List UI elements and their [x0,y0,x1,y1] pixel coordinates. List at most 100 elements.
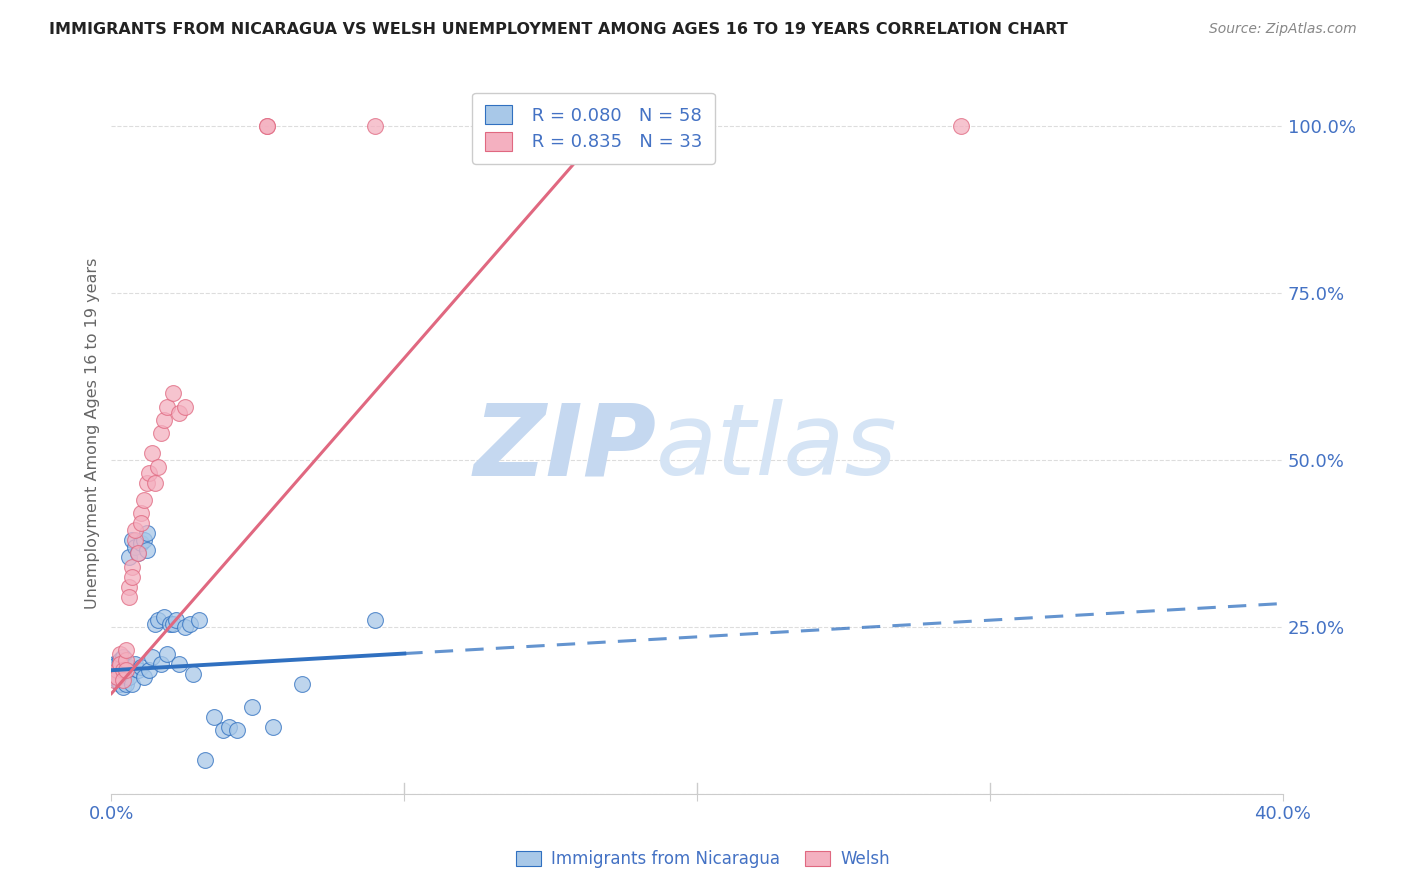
Point [165,613,187,627]
Point [132,533,155,547]
Point [153,413,176,427]
Point [118,590,141,604]
Legend: Immigrants from Nicaragua, Welsh: Immigrants from Nicaragua, Welsh [509,844,897,875]
Point [141,446,163,460]
Point [132,493,155,508]
Point [108,657,131,671]
Point [121,570,143,584]
Point [103,663,125,677]
Point [159,616,181,631]
Point [108,676,131,690]
Point [121,559,143,574]
Point [162,616,184,631]
Point [124,540,146,554]
Point [148,459,170,474]
Point [153,610,176,624]
Point [118,670,141,684]
Point [121,676,143,690]
Point [112,670,135,684]
Point [188,613,211,627]
Point [132,670,155,684]
Point [202,710,225,724]
Point [115,676,138,690]
Point [262,720,284,734]
Point [141,649,163,664]
Point [105,660,128,674]
Point [115,663,138,677]
Point [135,476,157,491]
Point [112,649,135,664]
Point [115,653,138,667]
Point [291,676,314,690]
Point [105,663,128,677]
Point [138,467,160,481]
Point [108,670,131,684]
Point [112,673,135,688]
Point [173,620,195,634]
Point [226,723,249,738]
Point [118,580,141,594]
Point [103,670,125,684]
Point [173,400,195,414]
Point [112,657,135,671]
Point [105,670,128,684]
Text: IMMIGRANTS FROM NICARAGUA VS WELSH UNEMPLOYMENT AMONG AGES 16 TO 19 YEARS CORREL: IMMIGRANTS FROM NICARAGUA VS WELSH UNEMP… [49,22,1069,37]
Point [127,663,149,677]
Point [138,663,160,677]
Point [112,663,135,677]
Point [150,426,173,441]
Point [150,657,173,671]
Point [949,120,972,134]
Point [121,533,143,547]
Point [211,723,233,738]
Point [124,657,146,671]
Point [129,507,152,521]
Point [115,663,138,677]
Point [124,523,146,537]
Point [105,666,128,681]
Point [256,120,278,134]
Point [148,613,170,627]
Point [167,406,190,420]
Point [108,647,131,661]
Point [364,120,387,134]
Point [124,533,146,547]
Text: atlas: atlas [657,400,898,496]
Point [108,663,131,677]
Point [364,613,387,627]
Point [583,120,606,134]
Point [105,673,128,688]
Point [143,476,166,491]
Y-axis label: Unemployment Among Ages 16 to 19 years: Unemployment Among Ages 16 to 19 years [86,258,100,609]
Legend:  R = 0.080   N = 58,  R = 0.835   N = 33: R = 0.080 N = 58, R = 0.835 N = 33 [472,93,716,164]
Text: ZIP: ZIP [474,400,657,496]
Point [103,666,125,681]
Point [143,616,166,631]
Point [103,657,125,671]
Point [135,526,157,541]
Point [183,666,205,681]
Point [135,543,157,558]
Point [129,536,152,550]
Point [112,660,135,674]
Point [129,660,152,674]
Point [105,657,128,671]
Point [127,546,149,560]
Point [162,386,184,401]
Point [156,400,179,414]
Point [103,673,125,688]
Point [118,549,141,564]
Point [156,647,179,661]
Point [108,657,131,671]
Point [108,653,131,667]
Point [127,546,149,560]
Point [256,120,278,134]
Point [115,670,138,684]
Point [167,657,190,671]
Point [129,516,152,531]
Point [179,616,201,631]
Point [194,753,217,767]
Point [115,643,138,657]
Point [118,660,141,674]
Point [112,680,135,694]
